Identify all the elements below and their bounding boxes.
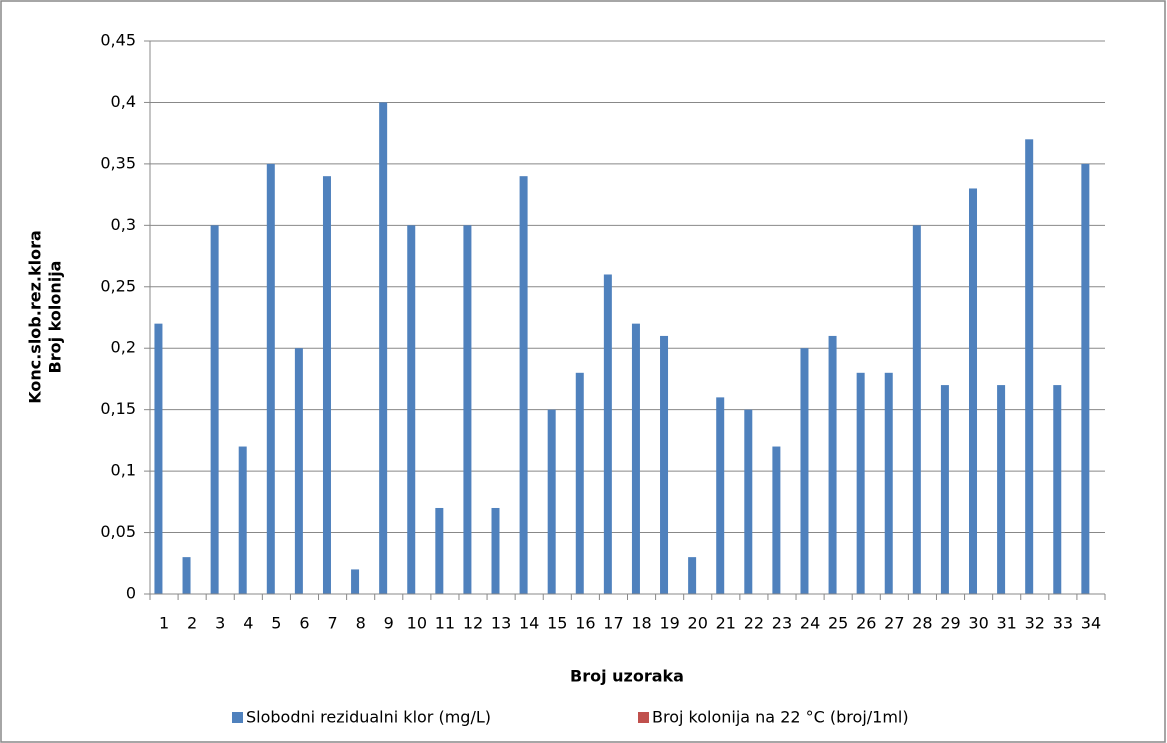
- bar: [856, 372, 865, 594]
- bar: [294, 348, 303, 594]
- bar: [940, 385, 949, 594]
- bar: [1053, 385, 1062, 594]
- x-tick-label: 18: [631, 614, 651, 633]
- y-tick-label: 0,35: [100, 153, 136, 172]
- x-tick-label: 29: [940, 614, 960, 633]
- bar: [744, 409, 753, 594]
- x-tick-label: 8: [356, 614, 366, 633]
- x-tick-label: 4: [243, 614, 253, 633]
- x-tick-label: 32: [1025, 614, 1045, 633]
- x-tick-label: 19: [659, 614, 679, 633]
- x-tick-label: 12: [463, 614, 483, 633]
- bar: [997, 385, 1006, 594]
- x-tick-label: 2: [187, 614, 197, 633]
- bar: [210, 225, 219, 595]
- x-tick-label: 6: [299, 614, 309, 633]
- y-tick-label: 0,2: [111, 338, 136, 357]
- y-tick-label: 0,15: [100, 399, 136, 418]
- bar: [435, 507, 444, 594]
- y-axis-label: Broj kolonija: [46, 261, 65, 374]
- bar: [519, 176, 528, 594]
- y-tick-label: 0,1: [111, 461, 136, 480]
- x-tick-label: 9: [384, 614, 394, 633]
- bar: [631, 323, 640, 594]
- bar: [716, 397, 725, 594]
- legend-label: Broj kolonija na 22 °C (broj/1ml): [652, 708, 909, 727]
- bar: [322, 176, 331, 594]
- bar: [379, 102, 388, 594]
- bar: [266, 163, 275, 594]
- x-tick-label: 23: [772, 614, 792, 633]
- x-tick-label: 3: [215, 614, 225, 633]
- x-tick-label: 31: [997, 614, 1017, 633]
- bar: [688, 557, 697, 594]
- x-tick-label: 25: [828, 614, 848, 633]
- bar: [407, 225, 416, 595]
- x-tick-label: 33: [1053, 614, 1073, 633]
- x-tick-label: 27: [884, 614, 904, 633]
- x-axis-label: Broj uzoraka: [570, 667, 684, 686]
- bar: [969, 188, 978, 594]
- legend-label: Slobodni rezidualni klor (mg/L): [246, 708, 491, 727]
- y-tick-label: 0,3: [111, 215, 136, 234]
- bar: [603, 274, 612, 594]
- y-tick-label: 0,45: [100, 31, 136, 50]
- x-tick-label: 1: [159, 614, 169, 633]
- y-tick-label: 0,25: [100, 276, 136, 295]
- x-tick-label: 15: [547, 614, 567, 633]
- y-tick-label: 0,05: [100, 522, 136, 541]
- x-tick-label: 26: [856, 614, 876, 633]
- bar: [463, 225, 472, 595]
- bar: [491, 507, 500, 594]
- bar: [238, 446, 247, 594]
- x-tick-label: 14: [519, 614, 539, 633]
- bar: [800, 348, 809, 594]
- bar: [1025, 139, 1034, 595]
- bar: [1081, 163, 1090, 594]
- bar: [828, 335, 837, 594]
- x-tick-label: 5: [271, 614, 281, 633]
- legend-swatch: [638, 712, 649, 723]
- x-tick-label: 21: [716, 614, 736, 633]
- bar: [547, 409, 556, 594]
- bar: [884, 372, 893, 594]
- bar: [660, 335, 669, 594]
- bar: [182, 557, 191, 594]
- x-tick-label: 13: [491, 614, 511, 633]
- x-tick-label: 28: [912, 614, 932, 633]
- x-tick-label: 17: [603, 614, 623, 633]
- x-tick-label: 7: [327, 614, 337, 633]
- y-tick-label: 0: [126, 584, 136, 603]
- bar: [351, 569, 360, 594]
- x-tick-label: 16: [575, 614, 595, 633]
- bar: [154, 323, 163, 594]
- x-tick-label: 30: [968, 614, 988, 633]
- bar: [912, 225, 921, 595]
- legend-swatch: [232, 712, 243, 723]
- x-tick-label: 22: [744, 614, 764, 633]
- x-tick-label: 20: [688, 614, 708, 633]
- y-tick-label: 0,4: [111, 92, 136, 111]
- y-axis-label: Konc.slob.rez.klora: [26, 230, 45, 404]
- bar: [575, 372, 584, 594]
- x-tick-label: 24: [800, 614, 820, 633]
- x-tick-label: 10: [407, 614, 427, 633]
- x-tick-label: 34: [1081, 614, 1101, 633]
- x-tick-label: 11: [435, 614, 455, 633]
- bar: [772, 446, 781, 594]
